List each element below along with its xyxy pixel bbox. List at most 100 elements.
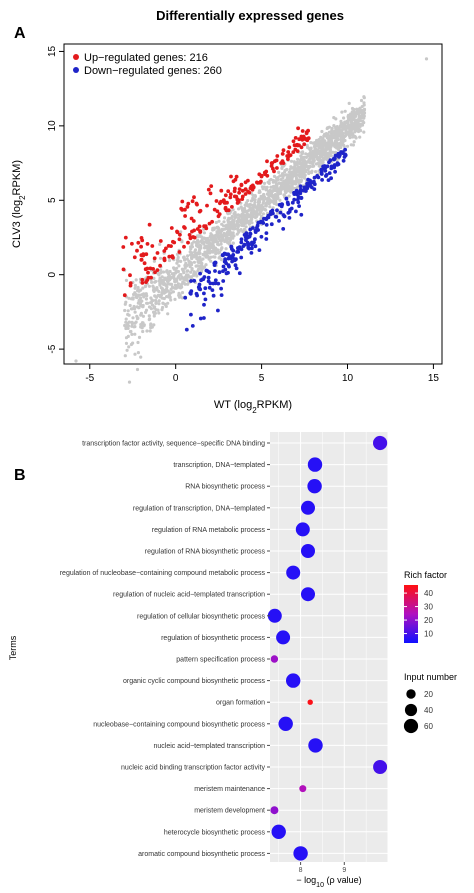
- grey-point: [287, 177, 291, 181]
- grey-point: [276, 188, 280, 193]
- grey-point: [172, 271, 176, 276]
- grey-point: [237, 207, 241, 211]
- down-point: [241, 244, 246, 249]
- grey-point: [424, 57, 429, 61]
- down-point: [197, 282, 202, 287]
- up-point: [303, 137, 308, 142]
- grey-point: [159, 268, 163, 272]
- grey-point: [330, 126, 334, 130]
- down-point: [343, 147, 347, 152]
- down-point: [333, 169, 337, 174]
- grey-point: [293, 162, 298, 166]
- grey-point: [249, 218, 253, 222]
- grey-point: [128, 303, 132, 308]
- grey-point: [126, 326, 130, 330]
- down-point: [220, 253, 225, 258]
- grey-point: [158, 276, 162, 280]
- grey-point: [204, 263, 208, 267]
- grey-point: [176, 282, 180, 286]
- term-label: pattern specification process: [176, 657, 265, 664]
- grey-point: [321, 143, 325, 147]
- down-point: [199, 278, 204, 283]
- grey-point: [334, 128, 338, 132]
- grey-point: [185, 276, 189, 281]
- grey-point: [123, 302, 127, 306]
- grey-point: [156, 272, 160, 276]
- grey-point: [324, 132, 328, 136]
- grey-point: [127, 320, 131, 324]
- grey-point: [300, 164, 304, 169]
- grey-point: [201, 266, 205, 270]
- grey-point: [348, 128, 352, 132]
- up-point: [158, 263, 163, 268]
- up-point: [123, 235, 128, 240]
- term-point: [301, 500, 315, 515]
- grey-point: [213, 248, 217, 252]
- up-point: [187, 233, 192, 237]
- up-point: [265, 159, 269, 164]
- grey-point: [186, 269, 190, 273]
- grey-point: [190, 242, 194, 246]
- grey-point: [139, 355, 143, 359]
- down-point: [294, 190, 299, 195]
- up-point: [204, 226, 209, 231]
- grey-point: [158, 242, 162, 246]
- down-point: [221, 279, 226, 283]
- grey-point: [204, 251, 208, 255]
- grey-point: [340, 110, 344, 114]
- up-point: [128, 273, 132, 278]
- up-point: [197, 224, 202, 229]
- grey-point: [344, 131, 348, 135]
- term-point: [373, 435, 388, 451]
- term-label: organ formation: [216, 700, 265, 707]
- grey-point: [182, 255, 186, 259]
- grey-point: [166, 280, 170, 284]
- up-point: [151, 267, 156, 271]
- grey-point: [231, 236, 235, 240]
- up-point: [291, 150, 296, 155]
- grey-point: [262, 185, 266, 189]
- grey-point: [326, 151, 330, 155]
- up-point: [286, 150, 291, 154]
- down-point: [269, 222, 274, 227]
- grey-point: [133, 352, 137, 356]
- grey-point: [259, 206, 264, 211]
- grey-point: [236, 228, 240, 232]
- grey-point: [345, 144, 350, 148]
- grey-point: [135, 317, 140, 321]
- term-label: aromatic compound biosynthetic process: [138, 851, 265, 858]
- grey-point: [257, 197, 262, 201]
- grey-point: [254, 214, 258, 218]
- grey-point: [200, 241, 204, 245]
- down-point: [227, 254, 232, 259]
- up-point: [177, 250, 182, 254]
- grey-point: [284, 185, 289, 189]
- up-point: [183, 207, 187, 212]
- grey-point: [316, 157, 320, 161]
- grey-point: [167, 258, 172, 263]
- grey-point: [283, 173, 288, 177]
- up-point: [208, 191, 213, 196]
- grey-point: [331, 131, 335, 135]
- grey-point: [189, 270, 193, 274]
- up-point: [280, 159, 285, 164]
- term-point: [299, 785, 307, 793]
- grey-point: [200, 238, 204, 242]
- term-point: [373, 760, 388, 774]
- down-point: [234, 266, 239, 271]
- grey-point: [347, 101, 351, 105]
- up-point: [135, 248, 139, 253]
- up-point: [189, 216, 194, 221]
- down-point: [217, 270, 222, 275]
- up-point: [128, 283, 133, 288]
- grey-point: [333, 139, 337, 143]
- grey-point: [152, 323, 156, 327]
- grey-point: [205, 239, 209, 243]
- grey-point: [136, 289, 140, 293]
- y-tick-label: 5: [47, 197, 58, 203]
- term-point: [270, 655, 279, 663]
- grey-point: [133, 307, 137, 311]
- grey-point: [264, 188, 268, 192]
- grey-point: [326, 147, 330, 151]
